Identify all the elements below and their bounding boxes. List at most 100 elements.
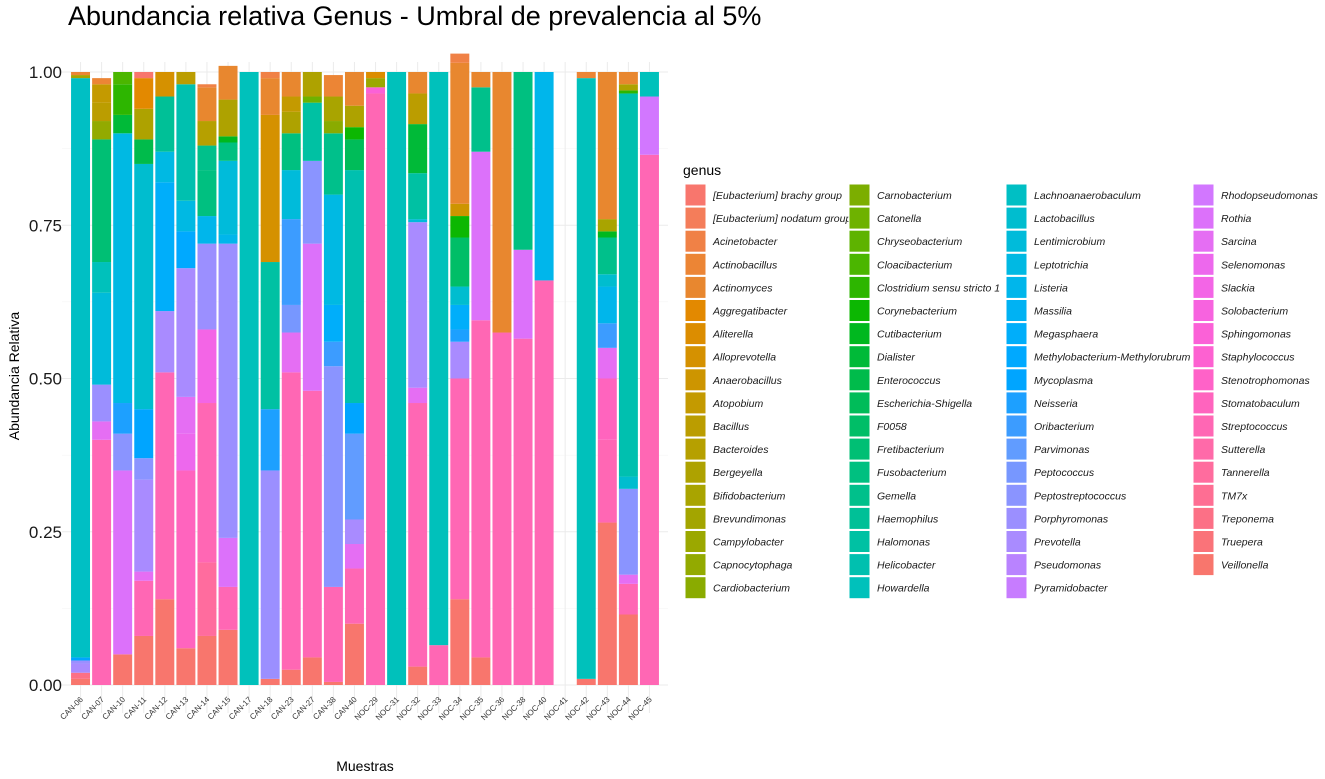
legend-item: Cutibacterium xyxy=(848,322,942,346)
bar-segment xyxy=(471,320,491,658)
legend-label: Oribacterium xyxy=(1034,421,1094,433)
legend-item: Rhodopseudomonas xyxy=(1192,183,1319,207)
legend-swatch xyxy=(848,183,871,207)
legend-swatch xyxy=(848,345,871,369)
legend-swatch xyxy=(1192,252,1215,276)
legend-swatch xyxy=(1005,460,1028,484)
bar-segment xyxy=(450,599,470,685)
legend-item: Gemella xyxy=(848,483,916,507)
legend-swatch xyxy=(848,437,871,461)
y-tick-label: 0.50 xyxy=(29,370,62,389)
legend-label: Carnobacterium xyxy=(877,190,952,202)
legend-item: Truepera xyxy=(1192,530,1263,553)
bar-segment xyxy=(597,286,617,324)
bar-segment xyxy=(260,409,280,471)
bar-segment xyxy=(113,72,133,85)
legend-swatch xyxy=(1192,460,1215,484)
legend-label: Bacillus xyxy=(713,421,750,433)
bar-stack-noc-33 xyxy=(429,72,449,685)
bar-segment xyxy=(513,72,533,250)
legend-item: Massilia xyxy=(1005,299,1072,322)
bar-segment xyxy=(344,170,364,404)
bar-stack-can-40 xyxy=(344,72,364,685)
legend-swatch xyxy=(848,229,871,253)
bar-segment xyxy=(281,669,301,685)
bar-segment xyxy=(176,231,196,269)
legend-label: Actinomyces xyxy=(712,282,773,294)
bar-segment xyxy=(134,479,154,572)
legend-label: Campylobacter xyxy=(713,537,784,549)
legend-swatch xyxy=(1192,368,1215,392)
bar-segment xyxy=(450,286,470,305)
legend-swatch xyxy=(684,183,707,207)
legend-item: Selenomonas xyxy=(1192,252,1286,276)
bar-segment xyxy=(281,133,301,171)
legend-swatch xyxy=(848,553,871,577)
bar-segment xyxy=(239,72,259,685)
legend-item: Methylobacterium-Methylorubrum xyxy=(1005,345,1191,369)
legend-item: Rothia xyxy=(1192,206,1252,230)
bar-segment xyxy=(176,648,196,685)
bar-segment xyxy=(155,151,175,183)
bar-segment xyxy=(71,672,91,679)
bar-segment xyxy=(534,72,554,281)
legend-item: Brevundimonas xyxy=(684,506,787,530)
bar-stack-can-13 xyxy=(176,72,196,685)
legend-item: Solobacterium xyxy=(1192,299,1288,322)
bar-segment xyxy=(344,139,364,171)
legend-item: Helicobacter xyxy=(848,553,936,577)
legend-label: Sphingomonas xyxy=(1221,329,1292,341)
bar-segment xyxy=(408,173,428,220)
bar-segment xyxy=(450,216,470,238)
legend-label: Enterococcus xyxy=(877,375,941,387)
legend-item: Bergeyella xyxy=(684,460,763,484)
bar-segment xyxy=(197,121,217,146)
bar-segment xyxy=(323,304,343,342)
bar-segment xyxy=(197,145,217,171)
bar-stack-can-15 xyxy=(218,65,238,685)
bar-segment xyxy=(260,78,280,115)
bar-segment xyxy=(618,614,638,685)
bar-stack-noc-40 xyxy=(534,72,554,685)
bar-segment xyxy=(71,72,91,76)
legend-item: TM7x xyxy=(1192,483,1248,507)
bar-segment xyxy=(281,332,301,373)
legend-swatch xyxy=(1005,483,1028,507)
bar-segment xyxy=(218,136,238,143)
bar-segment xyxy=(597,231,617,238)
legend-swatch xyxy=(1005,530,1028,553)
legend-label: Selenomonas xyxy=(1221,259,1286,271)
bar-segment xyxy=(281,170,301,220)
legend-label: Rothia xyxy=(1221,213,1252,225)
bar-segment xyxy=(597,378,617,440)
bar-segment xyxy=(639,72,659,97)
bar-segment xyxy=(281,72,301,97)
bar-segment xyxy=(408,93,428,125)
legend-label: Sutterella xyxy=(1221,444,1266,456)
legend-swatch xyxy=(684,299,707,322)
legend-item: Bacteroides xyxy=(684,437,769,461)
bar-segment xyxy=(366,93,386,685)
legend-swatch xyxy=(1005,391,1028,415)
legend-item: Fusobacterium xyxy=(848,460,947,484)
legend-swatch xyxy=(684,229,707,253)
legend-item: [Eubacterium] nodatum group xyxy=(684,206,851,230)
legend-label: Gemella xyxy=(877,490,916,502)
legend-item: Slackia xyxy=(1192,275,1255,299)
bar-segment xyxy=(113,433,133,471)
legend-label: Streptococcus xyxy=(1221,421,1288,433)
legend-label: Brevundimonas xyxy=(713,513,787,525)
legend-swatch xyxy=(848,460,871,484)
legend-swatch xyxy=(684,483,707,507)
bar-segment xyxy=(408,222,428,388)
bar-stack-noc-44 xyxy=(618,72,638,685)
legend-label: Catonella xyxy=(877,213,922,225)
chart-title: Abundancia relativa Genus - Umbral de pr… xyxy=(68,1,761,31)
bar-segment xyxy=(576,72,596,79)
bar-segment xyxy=(92,292,112,385)
legend-label: Dialister xyxy=(877,352,915,364)
bar-segment xyxy=(134,163,154,410)
bar-stack-noc-35 xyxy=(471,72,491,685)
bar-segment xyxy=(218,234,238,244)
